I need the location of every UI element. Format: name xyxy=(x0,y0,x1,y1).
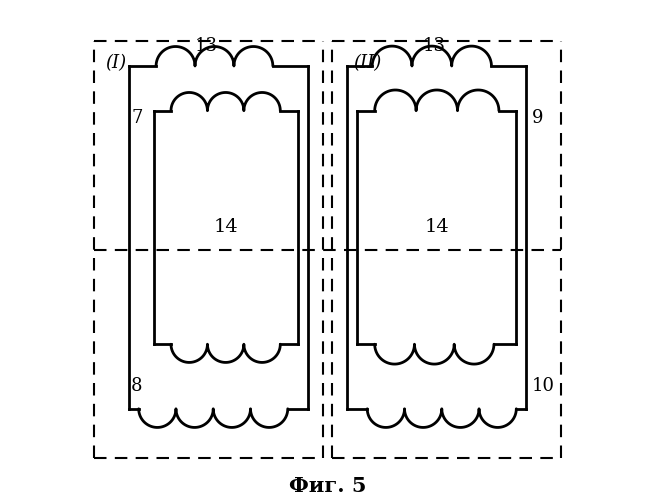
Text: 9: 9 xyxy=(533,109,544,127)
Text: 10: 10 xyxy=(533,378,555,396)
Text: (II): (II) xyxy=(353,54,382,72)
Text: Фиг. 5: Фиг. 5 xyxy=(289,476,366,496)
Text: 13: 13 xyxy=(195,37,217,55)
Text: 14: 14 xyxy=(424,218,449,236)
Text: 8: 8 xyxy=(131,378,143,396)
Text: (I): (I) xyxy=(105,54,126,72)
Text: 13: 13 xyxy=(423,37,446,55)
Text: 7: 7 xyxy=(131,109,143,127)
Text: 14: 14 xyxy=(214,218,238,236)
